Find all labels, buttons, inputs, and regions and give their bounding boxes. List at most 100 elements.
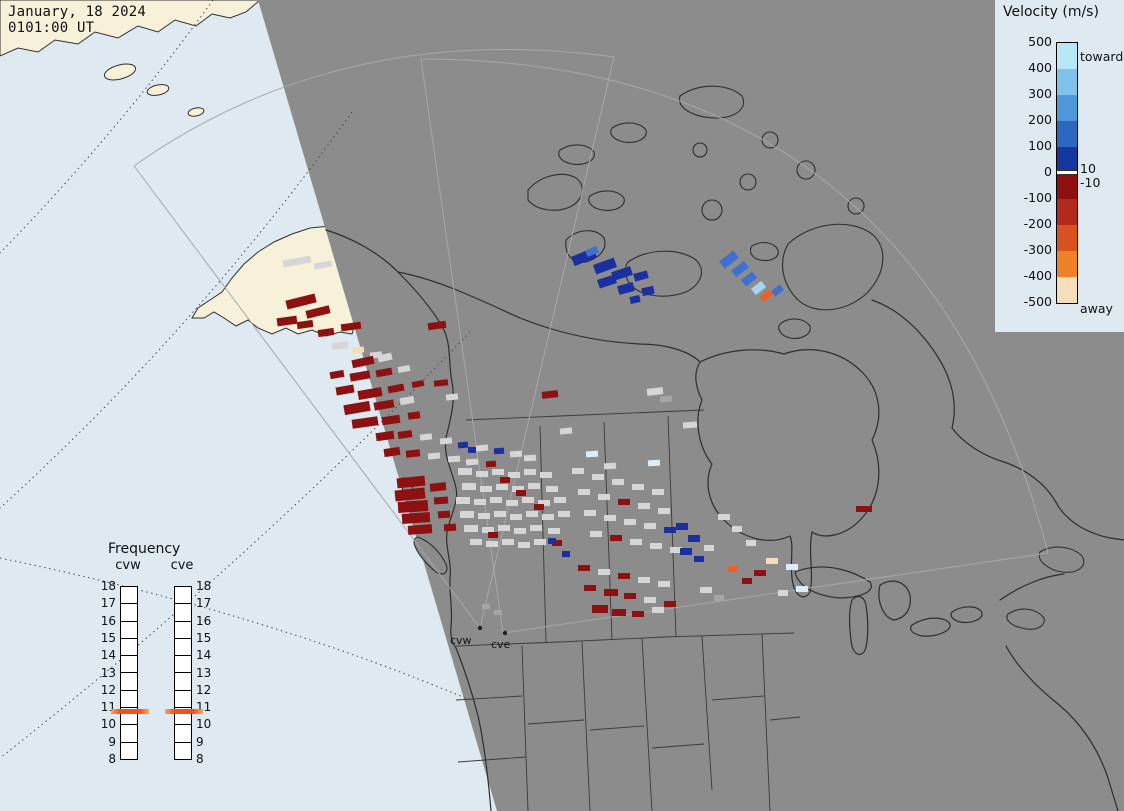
velocity-cell: [486, 541, 498, 547]
frequency-box: [175, 622, 191, 639]
velocity-cell: [778, 590, 788, 596]
velocity-cell: [458, 468, 472, 475]
velocity-cell: [331, 341, 349, 350]
velocity-cell: [542, 514, 554, 520]
velocity-cell: [766, 558, 778, 564]
velocity-cell: [494, 610, 502, 615]
velocity-cell: [633, 270, 649, 282]
political-borders: [455, 409, 801, 811]
velocity-cell: [604, 589, 618, 596]
velocity-cell: [624, 519, 636, 525]
velocity-cell: [276, 315, 298, 327]
velocity-cell: [754, 570, 766, 576]
radar-site-dot-cve: [502, 630, 508, 636]
velocity-cell: [377, 352, 393, 363]
velocity-cell: [597, 274, 617, 289]
daylit-island: [187, 107, 205, 117]
frequency-column-label-cvw: cvw: [115, 558, 141, 573]
velocity-legend-title: Velocity (m/s): [1003, 4, 1099, 20]
frequency-box: [121, 725, 137, 743]
velocity-cell: [340, 321, 362, 332]
velocity-cell: [407, 524, 433, 535]
velocity-cell: [518, 542, 530, 548]
colorbar-segment: [1057, 199, 1077, 225]
frequency-box: [175, 743, 191, 759]
velocity-cell: [652, 607, 664, 613]
velocity-tick-label: 0: [1044, 164, 1052, 179]
velocity-cell: [411, 380, 425, 388]
velocity-cell: [612, 609, 626, 616]
velocity-cell: [464, 525, 478, 532]
frequency-tick-label: 9: [196, 734, 204, 749]
colorbar-zero-band: [1057, 170, 1077, 175]
velocity-cell: [419, 433, 433, 441]
frequency-tick-label: 18: [100, 579, 116, 593]
velocity-cell: [796, 586, 808, 592]
velocity-cell: [387, 383, 405, 394]
radar-site-marks: cvw cve: [450, 625, 511, 651]
radar-fov-boundaries: [133, 49, 1049, 634]
frequency-marker-cvw: [111, 709, 149, 715]
daylit-island: [103, 63, 137, 81]
velocity-cell: [750, 280, 767, 296]
frequency-column-cvw: [120, 586, 138, 760]
velocity-cell: [714, 595, 724, 601]
velocity-cell: [559, 427, 573, 435]
velocity-tick-label: 300: [1028, 86, 1052, 101]
frequency-tick-label: 9: [108, 734, 116, 749]
frequency-box: [121, 639, 137, 657]
velocity-cell: [475, 444, 489, 452]
timestamp-time: 0101:00 UT: [8, 20, 95, 36]
velocity-cell: [445, 393, 459, 401]
frequency-box: [175, 587, 191, 605]
velocity-cell: [771, 284, 784, 297]
velocity-cell: [351, 355, 375, 369]
velocity-cell: [375, 367, 393, 378]
velocity-cell: [433, 496, 449, 505]
velocity-cell: [439, 437, 453, 445]
velocity-cell: [433, 379, 449, 387]
velocity-cell: [632, 611, 644, 617]
velocity-cell: [443, 523, 457, 532]
velocity-cell: [578, 565, 590, 571]
velocity-cell: [610, 535, 622, 541]
frequency-box: [175, 673, 191, 691]
velocity-cell: [509, 450, 523, 458]
frequency-tick-label: 13: [100, 665, 116, 680]
velocity-cell: [456, 497, 470, 504]
near-zero-upper-tick: 10: [1080, 161, 1096, 176]
velocity-cell: [480, 486, 492, 492]
frequency-tick-label: 10: [196, 717, 212, 732]
colorbar-segment: [1057, 251, 1077, 277]
velocity-cell: [585, 450, 599, 458]
velocity-cell: [381, 414, 401, 426]
velocity-cell: [313, 260, 333, 270]
velocity-cell: [719, 250, 739, 269]
toward-label: toward: [1080, 49, 1124, 64]
timestamp: January, 18 2024 0101:00 UT: [8, 4, 146, 36]
colorbar-segment: [1057, 277, 1077, 303]
velocity-cell: [429, 482, 447, 492]
velocity-cell: [664, 527, 676, 533]
velocity-cell: [534, 539, 546, 545]
velocity-cell: [856, 506, 872, 512]
velocity-cell: [612, 479, 624, 485]
velocity-cell: [682, 421, 698, 429]
velocity-cell: [500, 477, 510, 483]
velocity-tick-label: -100: [1023, 190, 1052, 205]
velocity-tick-label: -300: [1023, 242, 1052, 257]
velocity-cell: [490, 497, 502, 503]
velocity-cell: [603, 462, 617, 470]
daylit-island: [146, 84, 170, 96]
velocity-cell: [492, 469, 504, 475]
frequency-tick-label: 15: [196, 630, 212, 645]
frequency-tick-label: 16: [196, 613, 212, 628]
velocity-cell: [496, 484, 508, 490]
velocity-cell: [512, 486, 524, 492]
velocity-cell: [554, 497, 566, 503]
velocity-cell: [465, 458, 479, 466]
velocity-cell: [399, 395, 415, 406]
velocity-cell: [590, 531, 602, 537]
frequency-box: [121, 587, 137, 605]
